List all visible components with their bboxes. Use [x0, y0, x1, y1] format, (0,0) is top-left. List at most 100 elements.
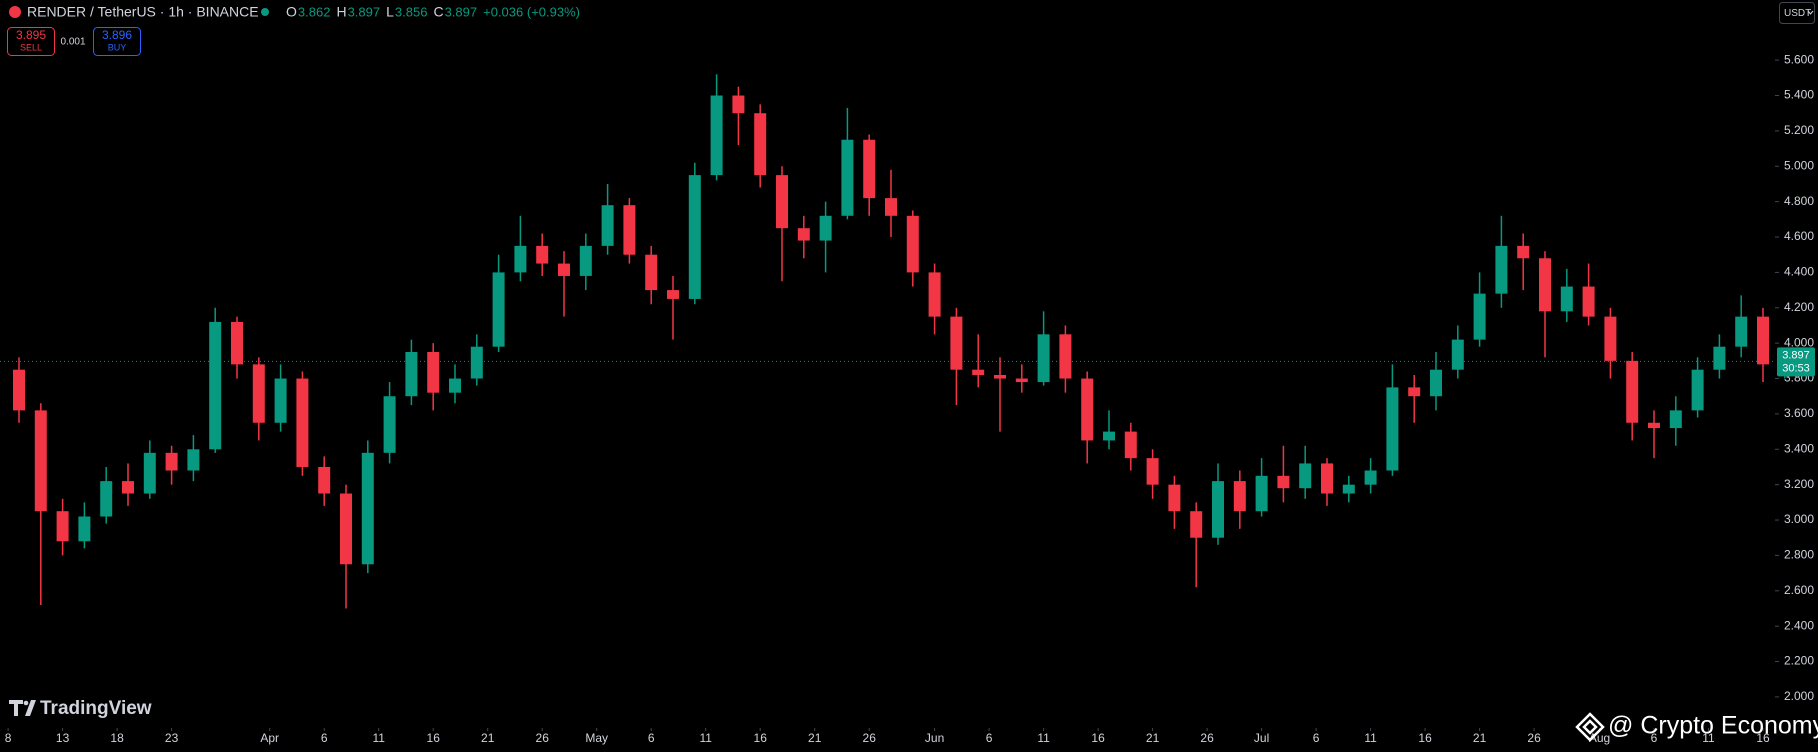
candle-body [361, 452, 374, 565]
candle-body [994, 374, 1006, 379]
candle-body [449, 378, 461, 393]
candle-body [797, 228, 810, 241]
candle-body [1669, 410, 1682, 429]
y-tick-label: 5.200 [1784, 123, 1814, 137]
candle-body [1735, 316, 1748, 347]
candle-body [34, 410, 47, 512]
candle-body [1648, 422, 1660, 429]
x-tick-label: 16 [1756, 731, 1770, 745]
ohlc-label: C [433, 4, 443, 20]
x-tick-label: 11 [1037, 731, 1050, 745]
x-tick-label: 6 [1651, 731, 1658, 745]
symbol-title: RENDER / TetherUS · 1h · BINANCE [27, 4, 259, 20]
x-tick-label: 21 [1473, 731, 1487, 745]
candle-body [1277, 475, 1290, 489]
candle-body [928, 272, 941, 317]
candle-body [1146, 458, 1159, 485]
candle-body [1626, 360, 1639, 423]
candle-body [1495, 245, 1508, 294]
x-tick-label: May [585, 731, 608, 745]
candle-body [667, 290, 679, 299]
buy-button[interactable] [93, 27, 141, 56]
candle-body [1539, 258, 1551, 312]
x-tick-label: 11 [699, 731, 712, 745]
x-tick-label: 11 [1702, 731, 1715, 745]
plot-area: 2.000 2.200 2.400 2.600 2.800 3.000 3.200 3.400… [0, 52, 1815, 745]
candle-body [1691, 369, 1704, 411]
y-tick-label: 4.200 [1784, 300, 1814, 314]
watermark-text: @ Crypto Economy [1608, 712, 1818, 740]
x-tick-label: 16 [1418, 731, 1432, 745]
ohlc-value: 3.856 [395, 4, 428, 19]
x-tick-label: 23 [165, 731, 179, 745]
candle-body [340, 493, 352, 565]
ohlc-label: H [336, 4, 346, 20]
candle-body [318, 466, 331, 494]
countdown: 30:53 [1782, 362, 1810, 374]
currency-button[interactable] [1779, 2, 1815, 24]
candle-body [405, 352, 418, 397]
candle-body [165, 452, 178, 471]
candle-body [754, 113, 767, 176]
x-tick-label: 11 [372, 731, 385, 745]
y-tick-label: 2.800 [1784, 548, 1814, 562]
y-tick-label: 3.400 [1784, 441, 1814, 455]
candle-body [1757, 316, 1769, 365]
candle-body [819, 215, 832, 241]
candle-body [492, 272, 505, 347]
candle-body [1081, 378, 1094, 441]
candle-body [1364, 470, 1377, 485]
x-tick-label: 6 [648, 731, 655, 745]
x-tick-label: 26 [1200, 731, 1214, 745]
candle-body [1059, 334, 1072, 379]
candle-body [885, 198, 897, 216]
candle-body [1560, 286, 1573, 312]
candle-body [1015, 378, 1028, 383]
x-tick-label: 6 [986, 731, 993, 745]
candle-body [1430, 369, 1442, 397]
sell-price[interactable]: 3.895 [16, 28, 46, 42]
symbol-icon [9, 6, 21, 18]
candle-body [1386, 387, 1399, 471]
ohlc-value: 3.897 [348, 4, 381, 19]
currency[interactable]: USDT [1784, 8, 1811, 19]
candle-body [1713, 346, 1726, 370]
x-tick-label: 11 [1364, 731, 1377, 745]
y-tick-label: 4.000 [1784, 335, 1814, 349]
candle-body [56, 511, 69, 542]
candle-body [1168, 484, 1181, 512]
buy-label[interactable]: BUY [108, 42, 127, 52]
candle-body [1473, 293, 1486, 340]
candle-body [252, 364, 265, 423]
price-change: +0.036 (+0.93%) [483, 4, 580, 19]
y-tick-label: 5.000 [1784, 158, 1814, 172]
y-tick-label: 5.400 [1784, 88, 1814, 102]
ohlc-label: O [286, 4, 297, 20]
candle-body [274, 378, 287, 423]
x-tick-label: 16 [427, 731, 441, 745]
candle-body [470, 346, 483, 379]
candle-body [776, 175, 788, 229]
sell-button[interactable] [7, 27, 55, 56]
candle-body [122, 481, 134, 494]
sell-label[interactable]: SELL [20, 42, 42, 52]
candle-body [623, 205, 636, 255]
candle-body [187, 449, 200, 471]
candle-body [514, 245, 527, 273]
candle-body [231, 321, 243, 365]
ohlc-label: L [386, 4, 394, 20]
ohlc-legend: O 3.862 H 3.897 L 3.856 C 3.897 +0.036 (+0.93%) [286, 4, 580, 20]
watermark: @ Crypto Economy [1575, 712, 1818, 742]
buy-price[interactable]: 3.896 [102, 28, 132, 42]
candle-body [143, 452, 156, 494]
candle-body [1212, 481, 1224, 538]
ohlc-value: 3.897 [445, 4, 478, 19]
spread: 0.001 [60, 37, 85, 48]
candle-body [1124, 431, 1137, 459]
y-tick-label: 3.600 [1784, 406, 1814, 420]
x-tick-label: 26 [1527, 731, 1541, 745]
x-tick-label: 21 [481, 731, 495, 745]
candle-body [1037, 334, 1050, 383]
